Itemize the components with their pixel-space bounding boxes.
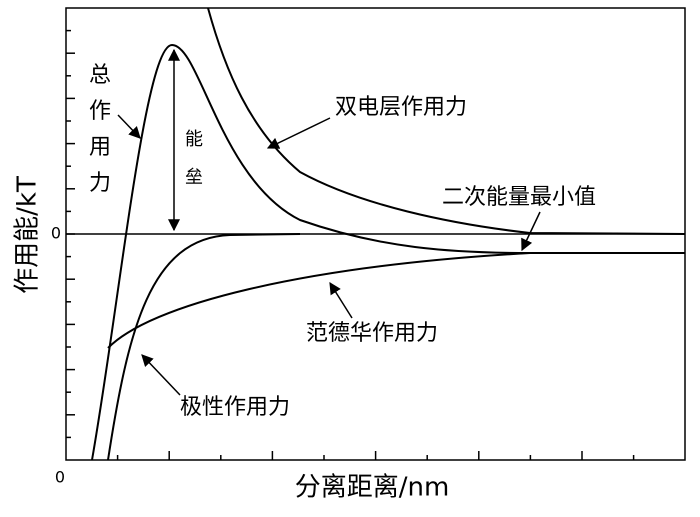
- double-layer-label: 双电层作用力: [335, 95, 467, 120]
- y-axis-label: 作用能/kT: [13, 176, 43, 294]
- x-axis-label: 分离距离/nm: [295, 473, 450, 503]
- curves: [91, 7, 686, 461]
- total-label: 总: [89, 63, 111, 88]
- vdw-curve: [107, 252, 531, 349]
- polar-label: 极性作用力: [180, 395, 290, 420]
- barrier-label: 垒: [185, 167, 203, 188]
- total-label: 力: [89, 171, 111, 196]
- y-zero: 0: [51, 224, 61, 243]
- barrier-label: 能: [185, 129, 203, 150]
- ticks: [66, 29, 635, 460]
- annotations: [117, 48, 541, 396]
- vdw-label: 范德华作用力: [306, 321, 438, 346]
- polar-curve: [107, 233, 301, 461]
- x-zero: 0: [55, 468, 65, 487]
- secondary-min-label: 二次能量最小值: [442, 185, 596, 210]
- total-label: 作: [89, 99, 111, 124]
- double-layer-curve: [207, 7, 686, 235]
- total-label: 用: [89, 135, 111, 160]
- total-curve: [91, 43, 685, 461]
